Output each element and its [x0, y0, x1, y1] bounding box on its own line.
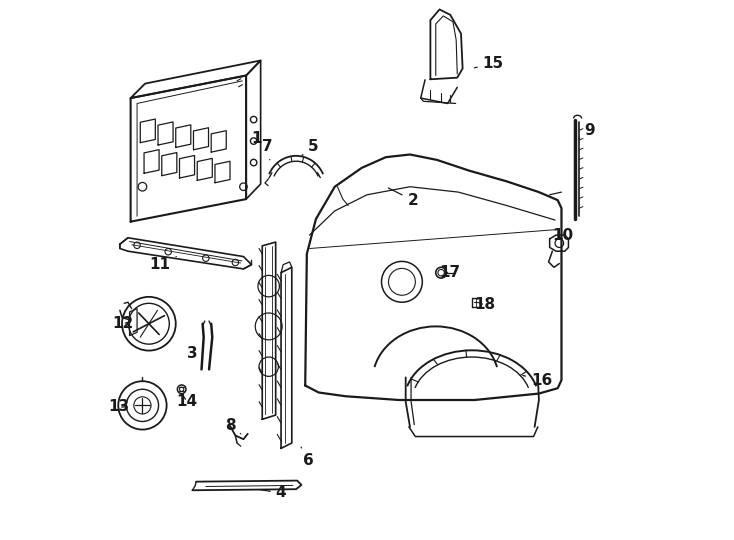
Text: 5: 5 [302, 139, 319, 156]
Text: 16: 16 [523, 373, 552, 388]
Text: 10: 10 [553, 227, 574, 242]
Text: 17: 17 [440, 265, 461, 280]
Text: 14: 14 [176, 394, 197, 409]
Text: 4: 4 [260, 485, 286, 501]
Text: 7: 7 [262, 139, 273, 160]
Text: 2: 2 [388, 188, 418, 208]
Text: 15: 15 [474, 56, 504, 71]
Text: 12: 12 [112, 316, 133, 331]
Text: 6: 6 [301, 447, 313, 468]
Text: 11: 11 [150, 256, 176, 272]
Text: 3: 3 [187, 346, 203, 361]
Text: 9: 9 [579, 123, 595, 138]
Text: 18: 18 [475, 298, 495, 313]
Text: 1: 1 [246, 131, 262, 146]
Text: 13: 13 [108, 400, 129, 415]
Text: 8: 8 [225, 418, 241, 434]
